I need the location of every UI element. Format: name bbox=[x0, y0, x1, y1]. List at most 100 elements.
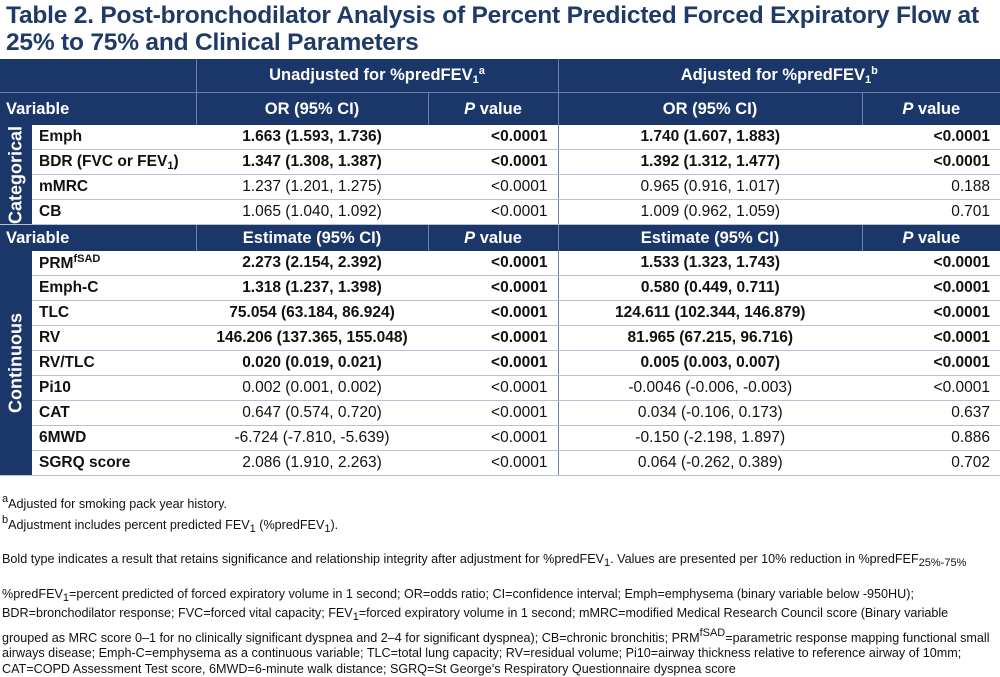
abbreviations-note: %predFEV1=percent predicted of forced ex… bbox=[2, 587, 996, 677]
cell-a-p: 0.886 bbox=[862, 426, 1000, 451]
results-table: Unadjusted for %predFEV1a Adjusted for %… bbox=[0, 59, 1000, 476]
cell-u-ci: 0.020 (0.019, 0.021) bbox=[196, 351, 428, 376]
row-variable: mMRC bbox=[32, 175, 196, 200]
table-row: 6MWD -6.724 (-7.810, -5.639) <0.0001 -0.… bbox=[0, 426, 1000, 451]
table-row: Categorical Emph 1.663 (1.593, 1.736) <0… bbox=[0, 125, 1000, 150]
header-or-ci-unadjusted: OR (95% CI) bbox=[196, 93, 428, 126]
cell-a-ci: 124.611 (102.344, 146.879) bbox=[558, 301, 862, 326]
cell-a-p: <0.0001 bbox=[862, 351, 1000, 376]
cell-u-p: <0.0001 bbox=[428, 326, 558, 351]
cell-a-p: <0.0001 bbox=[862, 301, 1000, 326]
row-variable: BDR (FVC or FEV1) bbox=[32, 150, 196, 175]
cell-u-ci: -6.724 (-7.810, -5.639) bbox=[196, 426, 428, 451]
table-row: RV/TLC 0.020 (0.019, 0.021) <0.0001 0.00… bbox=[0, 351, 1000, 376]
cell-u-ci: 2.273 (2.154, 2.392) bbox=[196, 251, 428, 276]
header-row-groups: Unadjusted for %predFEV1a Adjusted for %… bbox=[0, 59, 1000, 93]
cell-a-p: 0.701 bbox=[862, 200, 1000, 225]
row-variable: PRMfSAD bbox=[32, 251, 196, 276]
table-row: Continuous PRMfSAD 2.273 (2.154, 2.392) … bbox=[0, 251, 1000, 276]
group-label-continuous: Continuous bbox=[0, 251, 32, 476]
cell-u-p: <0.0001 bbox=[428, 276, 558, 301]
section-header-p-adjusted: P value bbox=[862, 225, 1000, 252]
header-unadjusted: Unadjusted for %predFEV1a bbox=[196, 59, 558, 93]
table-row: Pi10 0.002 (0.001, 0.002) <0.0001 -0.004… bbox=[0, 376, 1000, 401]
section-header-row: Variable Estimate (95% CI) P value Estim… bbox=[0, 225, 1000, 252]
table-row: RV 146.206 (137.365, 155.048) <0.0001 81… bbox=[0, 326, 1000, 351]
group-label-categorical: Categorical bbox=[0, 125, 32, 225]
cell-a-ci: 0.965 (0.916, 1.017) bbox=[558, 175, 862, 200]
cell-a-p: 0.637 bbox=[862, 401, 1000, 426]
cell-a-ci: 1.009 (0.962, 1.059) bbox=[558, 200, 862, 225]
bold-type-note: Bold type indicates a result that retain… bbox=[2, 552, 996, 572]
row-variable: TLC bbox=[32, 301, 196, 326]
row-variable: SGRQ score bbox=[32, 451, 196, 476]
row-variable: RV bbox=[32, 326, 196, 351]
header-p-adjusted: P value bbox=[862, 93, 1000, 126]
section-header-estimate-adjusted: Estimate (95% CI) bbox=[558, 225, 862, 252]
cell-u-p: <0.0001 bbox=[428, 200, 558, 225]
row-variable: Emph-C bbox=[32, 276, 196, 301]
cell-u-ci: 1.237 (1.201, 1.275) bbox=[196, 175, 428, 200]
table-row: SGRQ score 2.086 (1.910, 2.263) <0.0001 … bbox=[0, 451, 1000, 476]
section-header-variable: Variable bbox=[0, 225, 196, 252]
cell-a-p: <0.0001 bbox=[862, 251, 1000, 276]
cell-u-p: <0.0001 bbox=[428, 175, 558, 200]
row-variable: Emph bbox=[32, 125, 196, 150]
header-blank bbox=[0, 59, 196, 93]
row-variable: CAT bbox=[32, 401, 196, 426]
cell-u-ci: 1.318 (1.237, 1.398) bbox=[196, 276, 428, 301]
cell-a-p: <0.0001 bbox=[862, 125, 1000, 150]
table-title: Table 2. Post-bronchodilator Analysis of… bbox=[6, 2, 996, 56]
cell-u-p: <0.0001 bbox=[428, 401, 558, 426]
cell-a-p: 0.188 bbox=[862, 175, 1000, 200]
header-or-ci-adjusted: OR (95% CI) bbox=[558, 93, 862, 126]
footnote-a: aAdjusted for smoking pack year history. bbox=[2, 492, 996, 513]
table-row: CAT 0.647 (0.574, 0.720) <0.0001 0.034 (… bbox=[0, 401, 1000, 426]
cell-a-p: 0.702 bbox=[862, 451, 1000, 476]
cell-a-ci: -0.150 (-2.198, 1.897) bbox=[558, 426, 862, 451]
cell-u-ci: 146.206 (137.365, 155.048) bbox=[196, 326, 428, 351]
row-variable: CB bbox=[32, 200, 196, 225]
cell-a-p: <0.0001 bbox=[862, 326, 1000, 351]
cell-u-p: <0.0001 bbox=[428, 251, 558, 276]
cell-a-p: <0.0001 bbox=[862, 376, 1000, 401]
cell-a-p: <0.0001 bbox=[862, 276, 1000, 301]
row-variable: Pi10 bbox=[32, 376, 196, 401]
header-p-unadjusted: P value bbox=[428, 93, 558, 126]
cell-u-p: <0.0001 bbox=[428, 426, 558, 451]
table-row: CB 1.065 (1.040, 1.092) <0.0001 1.009 (0… bbox=[0, 200, 1000, 225]
cell-u-p: <0.0001 bbox=[428, 150, 558, 175]
cell-a-ci: 0.580 (0.449, 0.711) bbox=[558, 276, 862, 301]
cell-a-ci: 1.392 (1.312, 1.477) bbox=[558, 150, 862, 175]
cell-a-ci: -0.0046 (-0.006, -0.003) bbox=[558, 376, 862, 401]
header-row-columns: Variable OR (95% CI) P value OR (95% CI)… bbox=[0, 93, 1000, 126]
row-variable: RV/TLC bbox=[32, 351, 196, 376]
cell-u-p: <0.0001 bbox=[428, 376, 558, 401]
cell-a-ci: 0.034 (-0.106, 0.173) bbox=[558, 401, 862, 426]
cell-a-ci: 81.965 (67.215, 96.716) bbox=[558, 326, 862, 351]
section-header-p-unadjusted: P value bbox=[428, 225, 558, 252]
cell-u-p: <0.0001 bbox=[428, 451, 558, 476]
cell-a-p: <0.0001 bbox=[862, 150, 1000, 175]
table-footnotes: aAdjusted for smoking pack year history.… bbox=[2, 492, 996, 677]
footnote-b: bAdjustment includes percent predicted F… bbox=[2, 513, 996, 538]
header-variable: Variable bbox=[0, 93, 196, 126]
cell-u-ci: 2.086 (1.910, 2.263) bbox=[196, 451, 428, 476]
table-row: BDR (FVC or FEV1) 1.347 (1.308, 1.387) <… bbox=[0, 150, 1000, 175]
cell-u-ci: 0.002 (0.001, 0.002) bbox=[196, 376, 428, 401]
cell-u-ci: 75.054 (63.184, 86.924) bbox=[196, 301, 428, 326]
cell-a-ci: 0.064 (-0.262, 0.389) bbox=[558, 451, 862, 476]
cell-a-ci: 0.005 (0.003, 0.007) bbox=[558, 351, 862, 376]
section-header-estimate-unadjusted: Estimate (95% CI) bbox=[196, 225, 428, 252]
header-adjusted: Adjusted for %predFEV1b bbox=[558, 59, 1000, 93]
cell-u-p: <0.0001 bbox=[428, 125, 558, 150]
cell-u-p: <0.0001 bbox=[428, 351, 558, 376]
cell-u-p: <0.0001 bbox=[428, 301, 558, 326]
cell-u-ci: 1.065 (1.040, 1.092) bbox=[196, 200, 428, 225]
table-row: mMRC 1.237 (1.201, 1.275) <0.0001 0.965 … bbox=[0, 175, 1000, 200]
table-row: Emph-C 1.318 (1.237, 1.398) <0.0001 0.58… bbox=[0, 276, 1000, 301]
row-variable: 6MWD bbox=[32, 426, 196, 451]
cell-a-ci: 1.740 (1.607, 1.883) bbox=[558, 125, 862, 150]
table-row: TLC 75.054 (63.184, 86.924) <0.0001 124.… bbox=[0, 301, 1000, 326]
